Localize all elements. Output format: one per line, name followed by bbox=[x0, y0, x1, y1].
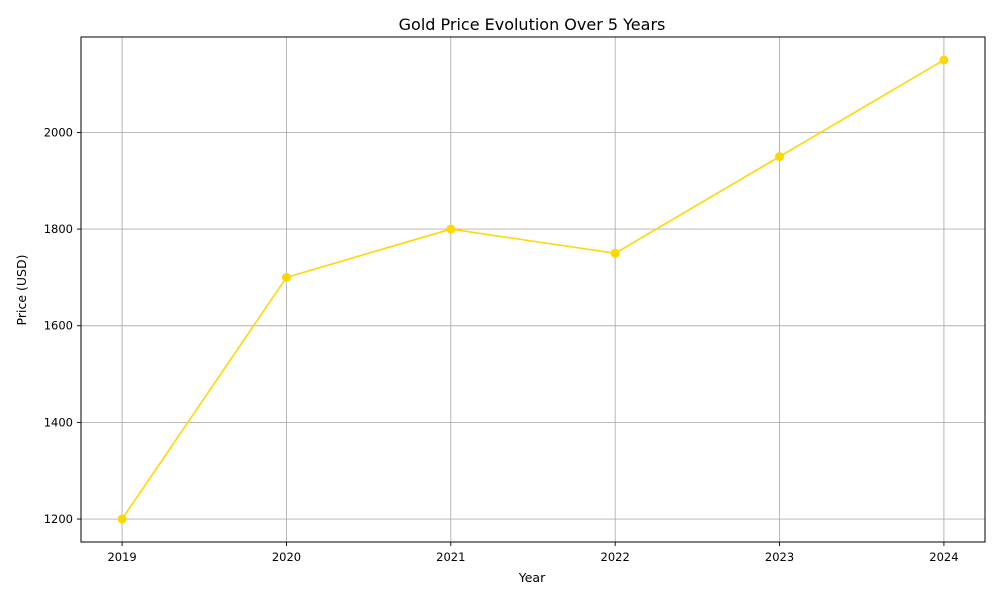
series-line bbox=[121, 59, 945, 520]
y-tick-label: 1800 bbox=[44, 222, 73, 236]
grid bbox=[81, 37, 985, 542]
data-point bbox=[939, 55, 949, 65]
y-tick-label: 2000 bbox=[44, 125, 73, 139]
data-point bbox=[446, 224, 456, 234]
x-tick-label: 2020 bbox=[272, 550, 301, 564]
y-axis-label: Price (USD) bbox=[14, 255, 29, 326]
plot-frame bbox=[80, 36, 986, 543]
y-tick-label: 1600 bbox=[44, 319, 73, 333]
chart-title: Gold Price Evolution Over 5 Years bbox=[399, 15, 666, 34]
x-tick-label: 2019 bbox=[107, 550, 136, 564]
y-tick-label: 1400 bbox=[44, 415, 73, 429]
data-point bbox=[117, 514, 127, 524]
axis-ticks: 2019 2020 2021 2022 2023 2024 1200 1400 1600 1800… bbox=[44, 125, 959, 564]
data-point bbox=[281, 272, 291, 282]
x-tick-label: 2024 bbox=[929, 550, 958, 564]
y-tick-label: 1200 bbox=[44, 512, 73, 526]
x-tick-label: 2021 bbox=[436, 550, 465, 564]
x-tick-label: 2022 bbox=[601, 550, 630, 564]
x-axis-label: Year bbox=[518, 570, 546, 585]
data-series bbox=[117, 55, 949, 524]
data-point bbox=[610, 248, 620, 258]
data-point bbox=[775, 152, 785, 162]
x-tick-label: 2023 bbox=[765, 550, 794, 564]
